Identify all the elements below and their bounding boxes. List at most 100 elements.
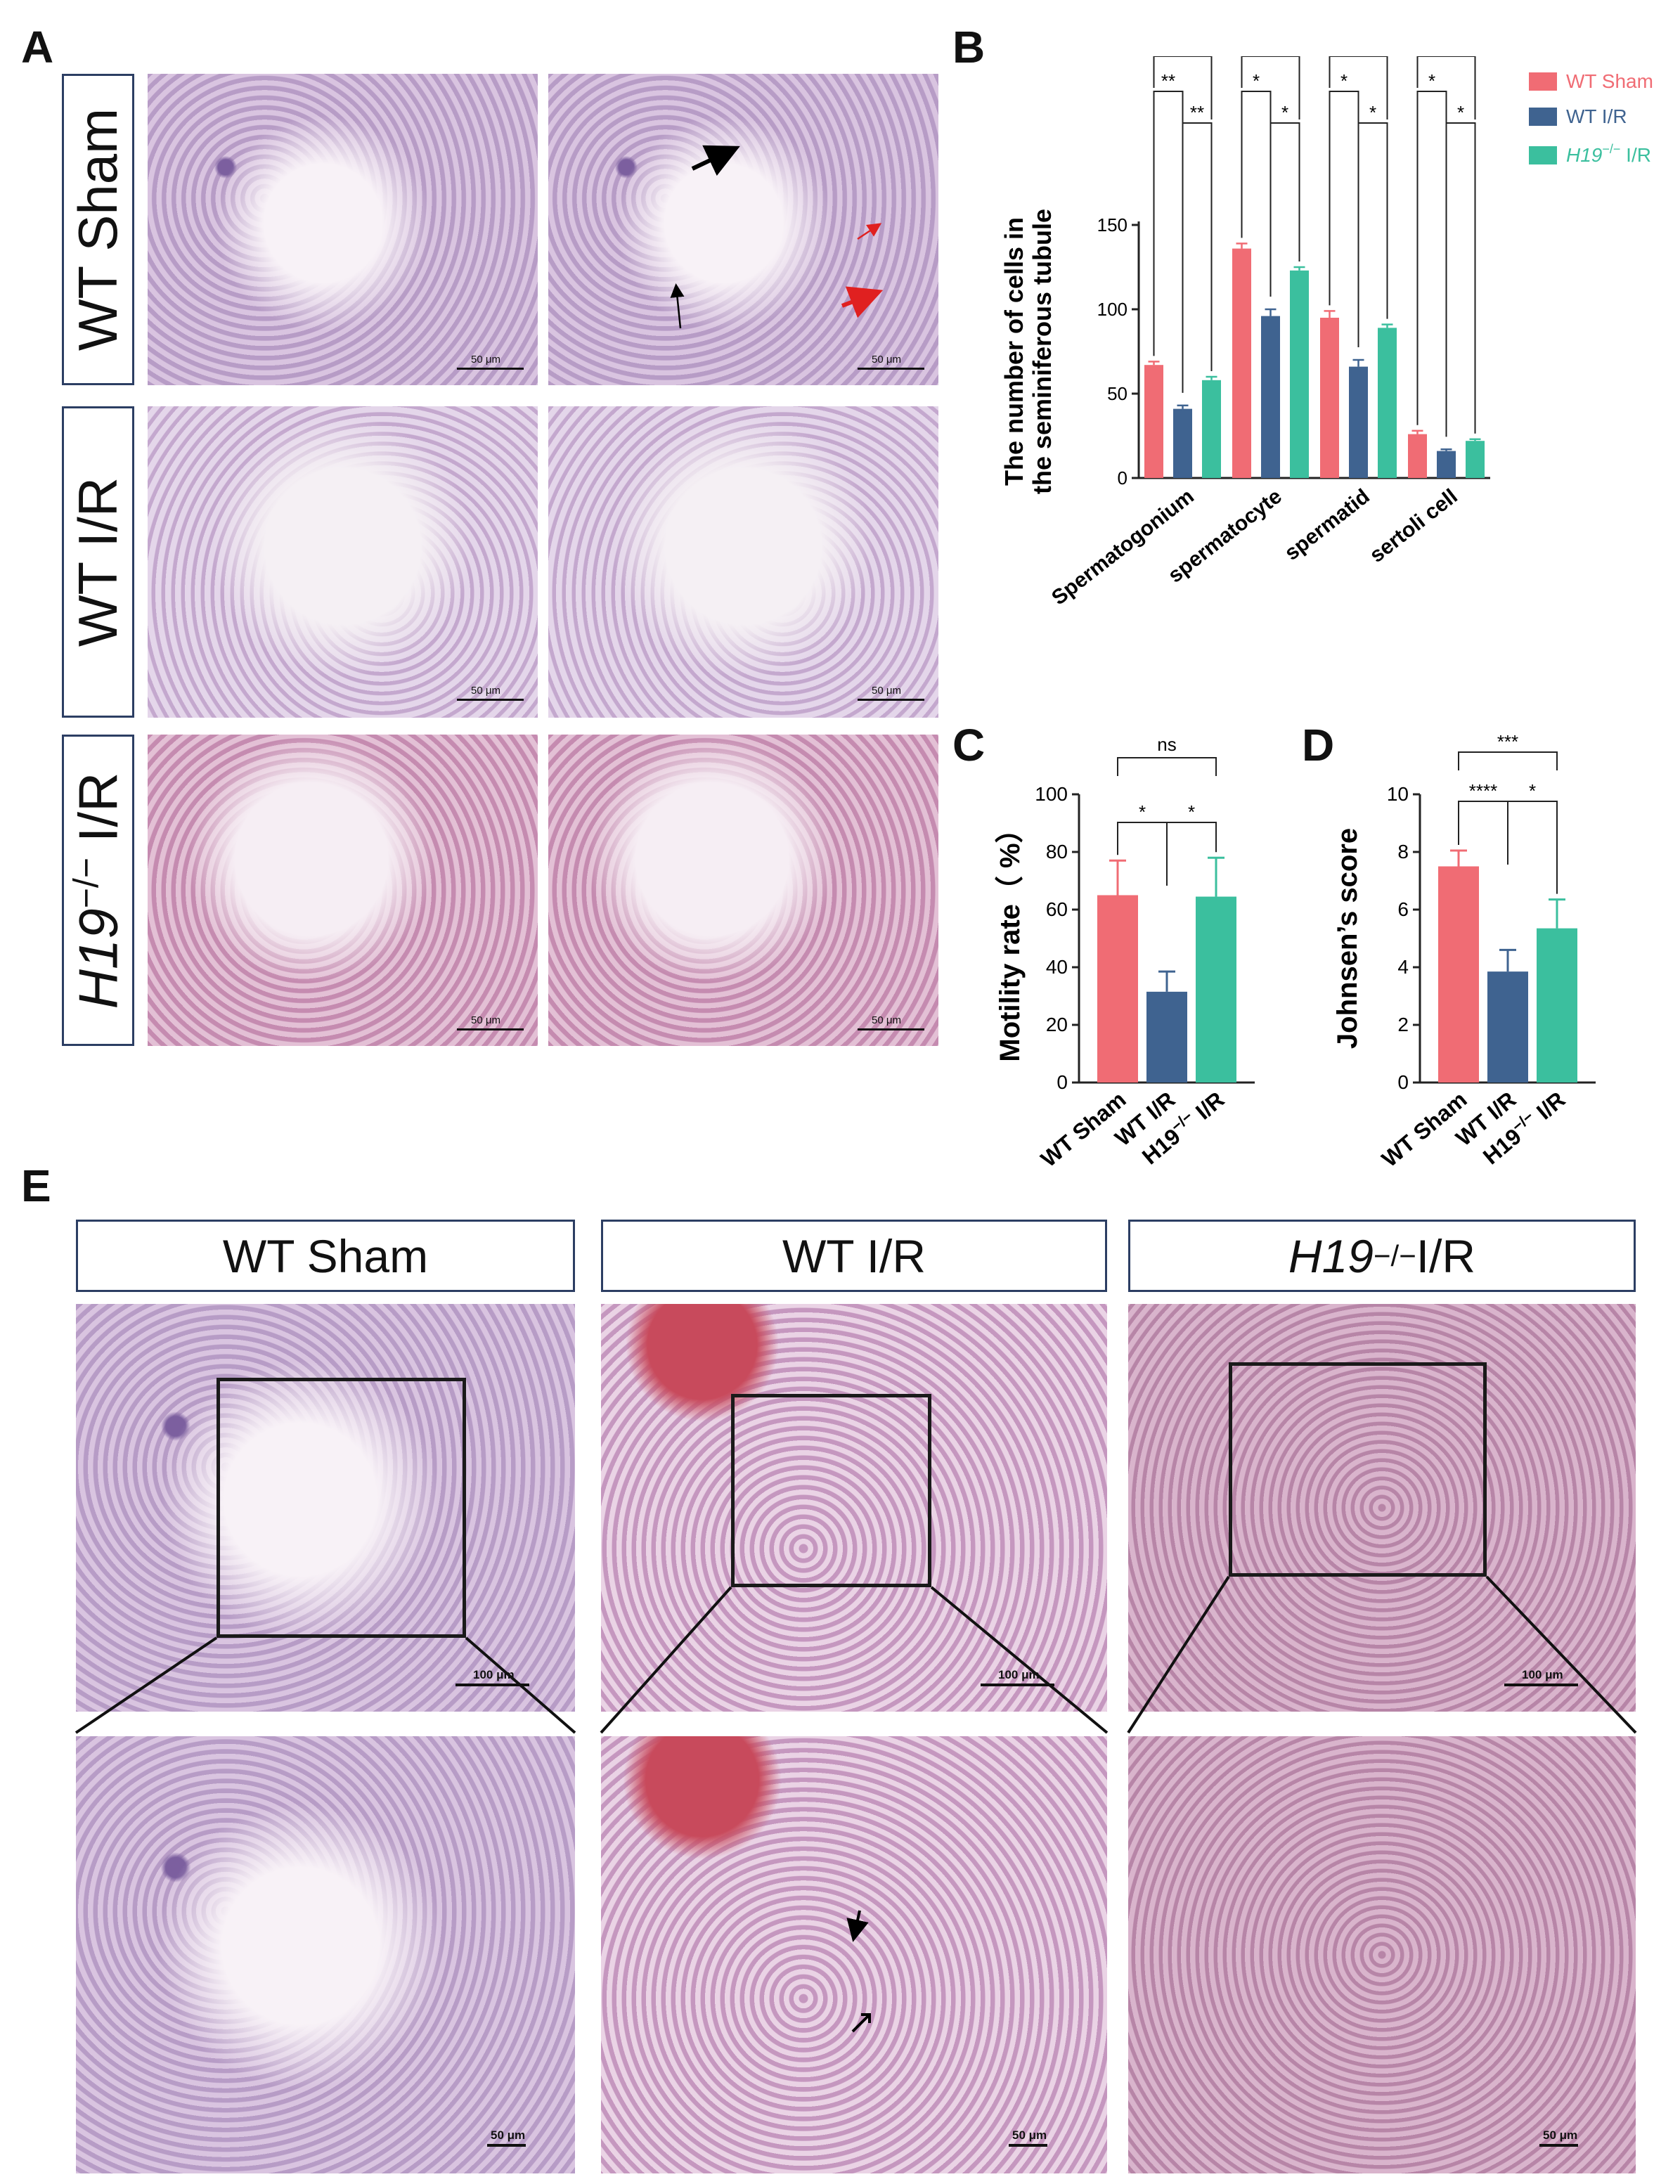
column-header-wt-sham: WT Sham (76, 1220, 575, 1292)
scale-bar-label: 50 μm (1012, 2128, 1047, 2142)
scale-bar-label: 50 μm (471, 1014, 500, 1026)
y-axis-label: Johnsen’s score (1332, 828, 1363, 1049)
scale-bar (1504, 1684, 1578, 1686)
bar (1202, 380, 1221, 478)
y-axis-label: Motility rate（ %） (995, 815, 1026, 1061)
column-header-wt-ir: WT I/R (601, 1220, 1107, 1292)
scale-bar (487, 2144, 526, 2147)
sig-ir-h19-label: * (1369, 102, 1376, 123)
y-tick-label: 0 (1397, 1071, 1409, 1093)
chart-b-cell-counts: 0 50 100 150 The number of cells in the semin… (1000, 56, 1653, 609)
h19-italic: H19 (1288, 1229, 1374, 1282)
sig-sham-ir-label: * (1428, 70, 1435, 91)
scale-bar-label: 50 μm (471, 685, 500, 697)
histology-wt-sham-overview: 50 μm (148, 74, 538, 385)
scale-bar-label: 50 μm (872, 1014, 901, 1026)
bar (1408, 434, 1427, 478)
bar (1261, 316, 1280, 478)
histology-h19-ir-zoom: 50 μm (548, 735, 938, 1046)
y-tick-label: 150 (1097, 214, 1127, 235)
legend-label: H19−/− I/R (1566, 142, 1651, 166)
legend-label: WT I/R (1566, 105, 1627, 127)
scale-bar (457, 368, 524, 370)
histology-h19-ir-overview: 50 μm (148, 735, 538, 1046)
red-arrow-thick (841, 286, 884, 318)
bar (1487, 971, 1528, 1083)
sig-ir-h19-label: * (1188, 801, 1195, 822)
bar (1378, 328, 1397, 478)
histology-e-wt-ir-overview: 100 μm (601, 1304, 1107, 1712)
y-axis-label-line2: the seminiferous tubule (1028, 209, 1057, 494)
scale-bar-label: 100 μm (1522, 1668, 1563, 1681)
bar (1097, 895, 1138, 1083)
y-tick-label: 80 (1046, 841, 1068, 862)
sig-ir-h19-label: * (1281, 102, 1288, 123)
bar (1437, 451, 1456, 478)
scale-bar-label: 50 μm (491, 2128, 526, 2142)
sig-ir-h19-bracket (1166, 822, 1217, 886)
legend-swatch (1529, 72, 1557, 91)
h19-rest: I/R (1416, 1229, 1476, 1282)
y-tick-label: 100 (1035, 783, 1068, 805)
bar (1290, 270, 1309, 478)
y-tick-label: 50 (1107, 383, 1127, 404)
sig-sham-ir-label: **** (1469, 780, 1497, 801)
sig-sham-h19-bracket (1153, 56, 1213, 119)
y-tick-label: 60 (1046, 898, 1068, 920)
panel-label-d: D (1302, 720, 1335, 770)
sig-sham-h19-bracket (1416, 56, 1476, 119)
histology-wt-sham-zoom: 50 μm (548, 74, 938, 385)
y-tick-label: 40 (1046, 956, 1068, 978)
y-tick-label: 100 (1097, 299, 1127, 320)
scale-bar (1009, 2144, 1047, 2147)
sig-sham-ir-bracket (1153, 91, 1184, 393)
bar (1144, 365, 1163, 478)
histology-wt-ir-overview: 50 μm (148, 406, 538, 718)
scale-bar-label: 100 μm (998, 1668, 1040, 1681)
sig-ir-h19-label: ** (1190, 102, 1204, 123)
histology-e-h19-ir-zoom: 50 μm (1128, 1736, 1636, 2173)
scale-bar (455, 1684, 529, 1686)
bar (1320, 318, 1339, 478)
bar (1537, 928, 1577, 1083)
column-header-h19-ir: H19 −/− I/R (1128, 1220, 1636, 1292)
histology-e-wt-sham-overview: 100 μm (76, 1304, 575, 1712)
sig-ir-h19-label: * (1457, 102, 1464, 123)
bar (1349, 366, 1368, 478)
arrow-filled (846, 1910, 869, 1942)
y-tick-label: 8 (1397, 841, 1409, 862)
sig-sham-h19-bracket (1329, 56, 1388, 119)
zoom-region-box (217, 1378, 466, 1638)
scale-bar (457, 1028, 524, 1030)
black-arrow-thin (670, 283, 685, 329)
scale-bar (1539, 2144, 1578, 2147)
y-tick-label: 6 (1397, 898, 1409, 920)
scale-bar (858, 1028, 924, 1030)
zoom-region-box (731, 1394, 931, 1587)
scale-bar (858, 699, 924, 701)
bar (1196, 896, 1236, 1083)
row-label-h19-ir: H19−/− I/R (62, 735, 134, 1046)
scale-bar-label: 50 μm (1543, 2128, 1578, 2142)
sig-sham-ir-bracket (1329, 91, 1359, 347)
zoom-region-box (1229, 1362, 1487, 1577)
bar (1438, 866, 1479, 1083)
panel-label-b: B (952, 22, 986, 72)
sig-ir-h19-label: * (1529, 780, 1536, 801)
scale-bar-label: 50 μm (471, 354, 500, 366)
histology-wt-ir-zoom: 50 μm (548, 406, 938, 718)
sig-sham-h19-bracket (1241, 56, 1300, 119)
scale-bar-label: 50 μm (872, 685, 901, 697)
sig-sham-h19-label: *** (1497, 731, 1518, 752)
y-tick-label: 20 (1046, 1014, 1068, 1035)
bar (1466, 441, 1485, 478)
scale-bar (858, 368, 924, 370)
sig-sham-ir-bracket (1241, 91, 1272, 297)
y-tick-label: 10 (1387, 783, 1409, 805)
panel-label-a: A (21, 22, 54, 72)
panel-label-c: C (952, 720, 986, 770)
legend-label: WT Sham (1566, 70, 1653, 92)
